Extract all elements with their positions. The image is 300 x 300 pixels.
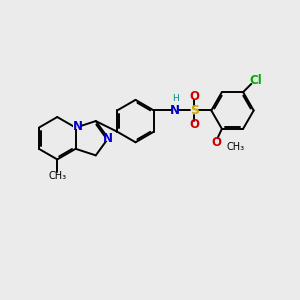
Text: O: O [189, 90, 199, 103]
Text: CH₃: CH₃ [226, 142, 244, 152]
FancyBboxPatch shape [191, 107, 197, 113]
Text: N: N [73, 120, 83, 133]
FancyBboxPatch shape [105, 135, 112, 141]
Text: Cl: Cl [249, 74, 262, 87]
Text: N: N [103, 132, 113, 145]
Text: O: O [211, 136, 221, 149]
FancyBboxPatch shape [172, 107, 178, 113]
Text: O: O [189, 118, 199, 131]
Text: CH₃: CH₃ [48, 172, 66, 182]
FancyBboxPatch shape [74, 123, 81, 129]
Text: S: S [190, 104, 199, 117]
Text: H: H [172, 94, 178, 103]
Text: N: N [170, 104, 180, 117]
